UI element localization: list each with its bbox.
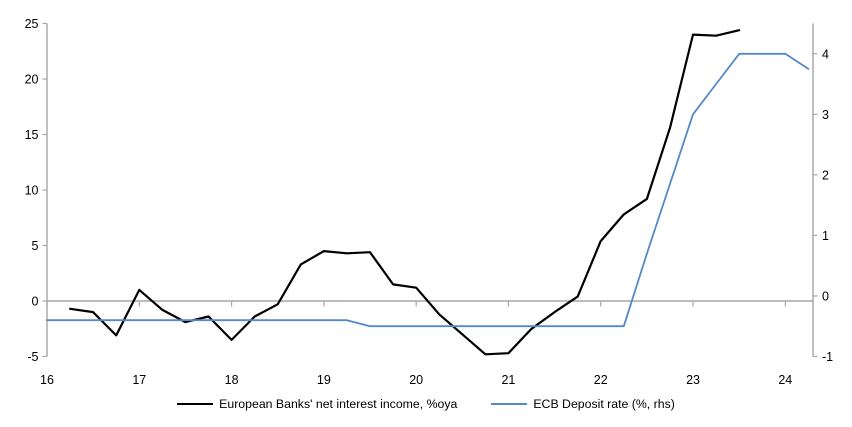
x-axis-tick-label: 19 [317,373,331,387]
legend-label: ECB Deposit rate (%, rhs) [533,397,675,411]
left-axis-tick-label: 0 [32,295,39,309]
legend-item-ecb-deposit-rate: ECB Deposit rate (%, rhs) [491,397,675,411]
right-axis-tick-label: 3 [822,108,829,122]
right-axis-tick-label: -1 [822,350,833,364]
black-line-swatch-icon [177,403,214,405]
blue-line-swatch-icon [491,403,528,405]
legend-label: European Banks' net interest income, %oy… [219,397,458,411]
right-axis-tick-label: 4 [822,47,829,61]
x-axis-tick-label: 18 [225,373,239,387]
left-axis-tick-label: 15 [25,128,39,142]
series-line-0 [68,29,741,356]
x-axis-tick-label: 16 [40,373,54,387]
left-axis-tick-label: 25 [25,17,39,31]
x-axis-tick-label: 17 [132,373,146,387]
series-line-1 [46,52,810,328]
right-axis-tick-label: 0 [822,289,829,303]
right-axis-tick-label: 1 [822,229,829,243]
left-axis-tick-label: 10 [25,184,39,198]
left-axis-tick-label: 5 [32,239,39,253]
legend-item-net-interest-income: European Banks' net interest income, %oy… [177,397,457,411]
right-axis-tick-label: 2 [822,168,829,182]
left-axis-tick-label: -5 [27,350,38,364]
legend: European Banks' net interest income, %oy… [0,397,852,411]
data-series-group [46,29,810,356]
x-axis-tick-label: 24 [778,373,792,387]
left-axis-tick-label: 20 [25,73,39,87]
x-axis-tick-label: 22 [594,373,608,387]
x-axis-tick-label: 20 [409,373,423,387]
axes-group [42,22,818,358]
x-axis-tick-label: 21 [501,373,515,387]
x-axis-tick-label: 23 [686,373,700,387]
zero-gridline-group [46,300,813,307]
